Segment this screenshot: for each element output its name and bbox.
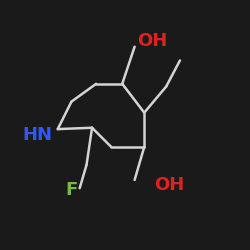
Text: OH: OH bbox=[154, 176, 184, 194]
Text: HN: HN bbox=[22, 126, 52, 144]
Text: F: F bbox=[65, 180, 78, 198]
Text: OH: OH bbox=[137, 32, 168, 50]
